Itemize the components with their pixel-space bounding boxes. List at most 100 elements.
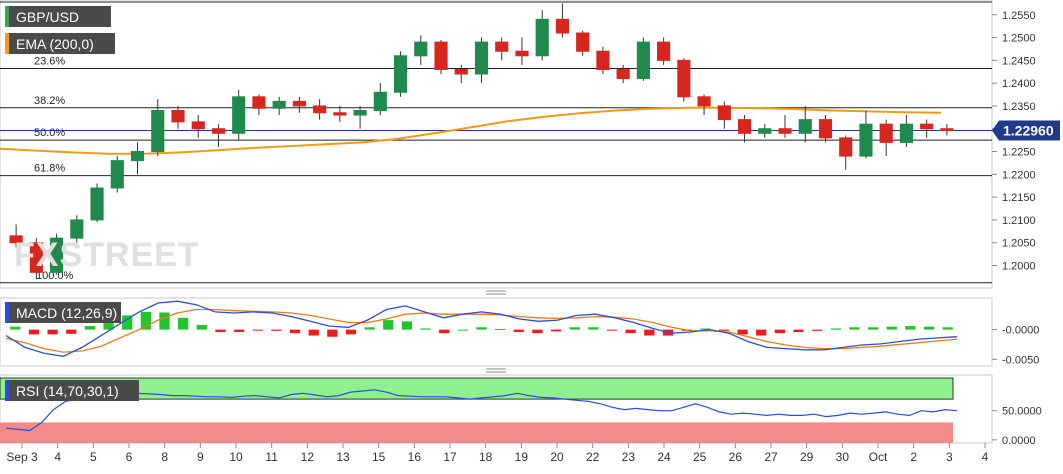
macd-histogram-bar (289, 329, 301, 334)
macd-histogram-bar (252, 329, 263, 331)
candle-bullish (353, 109, 367, 116)
rsi-line (5, 389, 958, 432)
macd-histogram-bar (756, 329, 767, 336)
macd-histogram-bar (196, 324, 207, 330)
candle-bullish (393, 55, 408, 93)
macd-histogram-bar (47, 329, 58, 335)
candle-bearish (596, 50, 610, 70)
x-axis-tick-label: 26 (729, 450, 743, 464)
macd-signal-line (5, 308, 958, 353)
candle-bullish (90, 187, 104, 221)
macd-histogram-bar (439, 329, 450, 334)
rsi-zones (0, 377, 954, 443)
x-axis-tick-label: 25 (693, 450, 707, 464)
fib-label: 38.2% (34, 95, 65, 107)
candle-bearish (454, 68, 468, 75)
ema-200-path (0, 106, 942, 155)
price-y-tick-label: 1.2450 (1002, 55, 1036, 67)
candle-bearish (940, 128, 954, 132)
macd-legend[interactable]: MACD (12,26,9) (5, 302, 121, 323)
x-axis-tick-label: 2 (910, 450, 917, 464)
macd-histogram-bar (28, 329, 40, 335)
macd-rsi-splitter[interactable] (486, 368, 506, 373)
candle-bullish (859, 123, 873, 157)
price-y-tick-label: 1.2350 (1002, 101, 1036, 113)
candle-bullish (798, 119, 812, 134)
candle-bearish (9, 235, 23, 244)
candle-bearish (737, 119, 752, 134)
candle-bearish (333, 112, 347, 116)
candle-bullish (70, 219, 84, 239)
price-y-tick-label: 1.2400 (1002, 78, 1036, 90)
x-axis-tick-label: 12 (301, 450, 315, 464)
symbol-label: GBP/USD (16, 9, 79, 25)
macd-histogram-bar (532, 329, 543, 334)
last-price-label: 1.22960 (1003, 123, 1054, 139)
macd-histogram-bar (233, 329, 245, 332)
rsi-oversold-zone (0, 422, 953, 443)
candle-bullish (535, 18, 549, 57)
candle-bearish (657, 41, 671, 61)
x-axis-tick-label: 8 (161, 450, 168, 464)
macd-histogram-bar (905, 326, 916, 330)
symbol-legend[interactable]: GBP/USD (5, 6, 111, 27)
macd-histogram-bar (215, 329, 226, 332)
rsi-y-tick-label: 0.0000 (1002, 435, 1036, 447)
macd-histogram-bar (606, 329, 618, 331)
macd-histogram-bar (10, 326, 21, 330)
macd-histogram-bar (737, 329, 748, 335)
macd-histogram-bar (476, 327, 487, 330)
macd-histogram-bar (923, 326, 935, 330)
candle-bearish (515, 50, 529, 57)
price-macd-splitter[interactable] (486, 290, 506, 295)
candle-bearish (839, 137, 853, 157)
x-axis-tick-label: 3 (946, 450, 953, 464)
fib-label: 61.8% (34, 163, 65, 175)
macd-histogram-bar (457, 329, 468, 331)
x-axis-tick-label: 11 (265, 450, 278, 464)
macd-y-tick-label: -0.0000 (1002, 325, 1039, 337)
macd-line (5, 300, 958, 357)
macd-histogram-bar (103, 318, 114, 330)
x-axis-tick-label: 4 (982, 450, 989, 464)
price-y-tick-label: 1.2250 (1002, 147, 1036, 159)
macd-histogram-bar (308, 329, 319, 336)
x-axis-tick-label: 30 (836, 450, 850, 464)
candle-bullish (232, 96, 246, 134)
candle-bullish (130, 151, 145, 162)
x-axis-tick-label: 4 (54, 450, 61, 464)
macd-histogram-bar (178, 317, 189, 330)
watermark: FXSTREET (14, 236, 200, 274)
macd-histogram-bar (569, 327, 580, 330)
candle-bullish (272, 100, 286, 109)
candle-bullish (373, 91, 387, 111)
macd-histogram-bar (345, 329, 357, 335)
candle-bearish (434, 41, 448, 70)
macd-histogram-bar (588, 327, 599, 330)
macd-histogram-bar (774, 329, 785, 334)
macd-histogram-bar (942, 327, 953, 330)
x-axis-tick-label: 22 (586, 450, 600, 464)
macd-histogram-bar (830, 328, 841, 330)
candle-bullish (151, 109, 165, 153)
x-axis-tick-label: Oct (869, 450, 888, 464)
fibonacci-levels: 23.6% 38.2% 50.0% 61.8% 100.0% (0, 1, 992, 284)
macd-histogram-bar (625, 329, 636, 334)
macd-histogram-bar (84, 326, 96, 330)
rsi-y-tick-label: 50.0000 (1002, 406, 1042, 418)
x-axis-tick-label: 13 (336, 450, 350, 464)
macd-histogram-bar (271, 329, 282, 331)
macd-histogram-bar (867, 327, 879, 330)
ema-legend[interactable]: EMA (200,0) (5, 33, 115, 54)
candle-bearish (211, 128, 226, 134)
rsi-legend[interactable]: RSI (14,70,30,1) (5, 380, 139, 401)
candle-bullish (758, 128, 772, 134)
macd-histogram-bar (700, 328, 711, 330)
fib-label: 100.0% (36, 270, 74, 282)
price-y-tick-label: 1.2550 (1002, 10, 1036, 22)
candle-bearish (191, 121, 205, 130)
x-axis-tick-label: 29 (800, 450, 814, 464)
macd-series (5, 300, 958, 357)
